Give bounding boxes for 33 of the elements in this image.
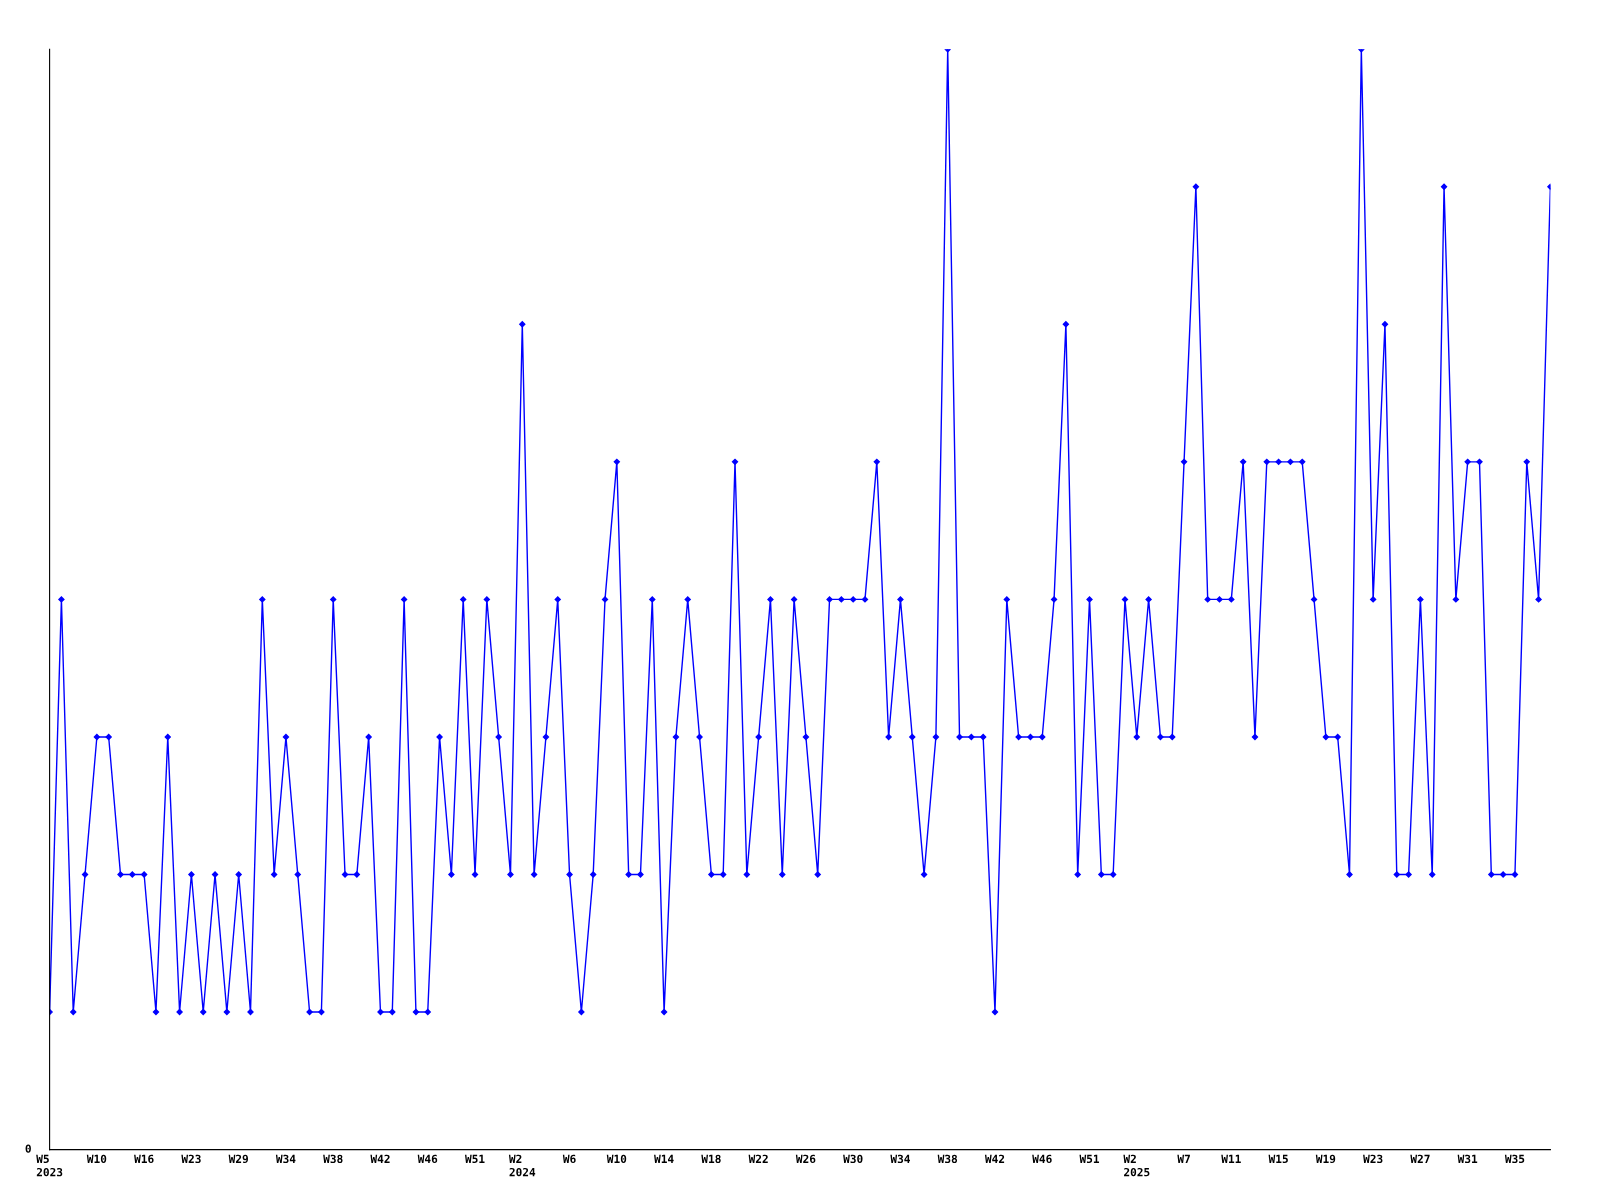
x-tick-label: W42: [370, 1154, 390, 1163]
x-tick-label: W22: [748, 1154, 768, 1163]
x-tick-label: W51: [464, 1154, 485, 1164]
x-tick-label: W15: [1268, 1154, 1288, 1164]
x-tick-label: W14: [654, 1154, 674, 1163]
x-tick-label: W11: [1221, 1154, 1241, 1163]
x-tick-label: W38: [937, 1154, 958, 1164]
x-tick-label: W23: [1363, 1154, 1383, 1164]
x-tick-label: W35: [1504, 1154, 1525, 1164]
x-tick-label: W7: [1177, 1154, 1190, 1163]
x-tick-label: W16: [134, 1154, 154, 1164]
x-tick-label: W2 2025: [1123, 1154, 1150, 1177]
x-tick-label: W18: [701, 1154, 721, 1164]
x-tick-label: W19: [1315, 1154, 1336, 1164]
x-tick-label: W5 2023: [36, 1154, 63, 1177]
text: 0: [25, 1144, 31, 1153]
x-tick-label: W27: [1410, 1154, 1430, 1163]
x-tick-label: W30: [843, 1154, 863, 1164]
x-tick-label: W51: [1079, 1154, 1100, 1164]
x-tick-label: W34: [275, 1154, 296, 1164]
x-tick-label: W31: [1457, 1154, 1478, 1164]
x-tick-label: W26: [795, 1154, 816, 1164]
x-tick-label: W42: [984, 1154, 1005, 1163]
x-tick-label: W46: [417, 1154, 438, 1164]
x-tick-label: W34: [890, 1154, 910, 1164]
x-tick-label: W10: [86, 1154, 107, 1164]
x-tick-label: W38: [323, 1154, 343, 1164]
x-tick-label: W46: [1032, 1154, 1052, 1164]
x-tick-label: W6: [562, 1154, 576, 1164]
x-tick-label: W2 2024: [508, 1154, 536, 1177]
x-tick-label: W29: [228, 1154, 248, 1164]
x-tick-label: W10: [606, 1154, 627, 1164]
x-tick-label: W23: [181, 1154, 201, 1164]
